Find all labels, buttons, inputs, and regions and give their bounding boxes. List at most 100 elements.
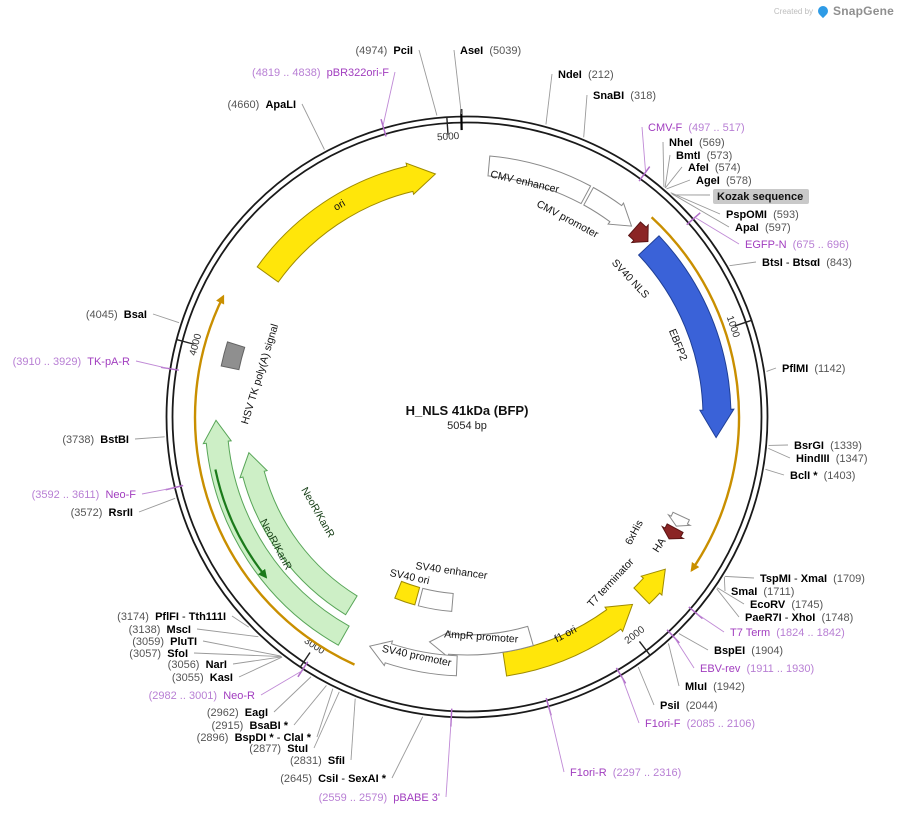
enzyme-label-mlui[interactable]: MluI (1942) [685,681,745,693]
enzyme-label-apai[interactable]: ApaI (597) [735,222,791,234]
leader-pflmi [766,367,777,372]
leader-stui [313,691,340,749]
enzyme-label-paer7i[interactable]: PaeR7I - XhoI (1748) [745,612,853,624]
leader-hindiii [768,447,791,459]
primer-label-pbr322ori-f[interactable]: (4819 .. 4838) pBR322ori-F [252,67,389,79]
feature-six-his[interactable] [667,511,692,527]
enzyme-label-bsabi[interactable]: (2915) BsaBI * [212,720,289,732]
feature-label-ebfp2[interactable]: EBFP2 [666,327,690,362]
leader-btsi [729,261,757,267]
enzyme-label-btsi[interactable]: BtsI - BtsαI (843) [762,257,852,269]
enzyme-label-asei[interactable]: AseI (5039) [460,45,521,57]
enzyme-label-stui[interactable]: (2877) StuI [249,743,308,755]
leader-bspdi [316,688,334,738]
plasmid-backbone [165,115,769,719]
primer-label-tk-pa-r[interactable]: (3910 .. 3929) TK-pA-R [13,356,130,368]
scale-tick-2000 [638,640,651,657]
enzyme-label-pspomi[interactable]: PspOMI (593) [726,209,799,221]
enzyme-label-bspei[interactable]: BspEI (1904) [714,645,783,657]
enzyme-label-smai[interactable]: SmaI (1711) [731,586,794,598]
enzyme-label-bsai[interactable]: (4045) BsaI [86,309,147,321]
feature-label-ori[interactable]: ori [331,197,347,213]
primer-label-cmv-f[interactable]: CMV-F (497 .. 517) [648,122,745,134]
feature-cmv-promoter[interactable] [583,186,633,227]
feature-label-six-his[interactable]: 6xHis [623,518,646,547]
enzyme-label-psii[interactable]: PsiI (2044) [660,700,718,712]
enzyme-label-snabi[interactable]: SnaBI (318) [593,90,656,102]
feature-orf-frame-left[interactable] [193,294,355,666]
feature-sv40-promoter[interactable] [368,640,458,677]
leader-snabi [583,94,588,138]
enzyme-label-agei[interactable]: AgeI (578) [696,175,752,187]
leader-nhei [662,141,665,187]
enzyme-label-ecorv[interactable]: EcoRV (1745) [750,599,823,611]
feature-label-t7-terminator[interactable]: T7 terminator [585,556,637,610]
primer-label-neo-r[interactable]: (2982 .. 3001) Neo-R [149,690,255,702]
enzyme-label-kasi[interactable]: (3055) KasI [172,672,233,684]
feature-neor-kanr-inner[interactable] [239,451,358,616]
feature-neor-translation[interactable] [214,469,268,579]
feature-label-ha-tag[interactable]: HA [650,536,668,555]
enzyme-label-sfii[interactable]: (2831) SfiI [290,755,345,767]
enzyme-label-bspdi[interactable]: (2896) BspDI * - ClaI * [197,732,312,744]
feature-label-sv40-nls[interactable]: SV40 NLS [609,257,651,301]
feature-label-ampr-promoter[interactable]: AmpR promoter [444,628,519,645]
enzyme-label-pcii[interactable]: (4974) PciI [356,45,414,57]
feature-label-neor-kanr-inner[interactable]: NeoR/KanR [298,485,337,540]
leader-bspei [678,633,709,651]
feature-cmv-enhancer[interactable] [487,155,592,205]
enzyme-label-sfoi[interactable]: (3057) SfoI [129,648,188,660]
feature-sv40-nls[interactable] [627,221,649,244]
enzyme-label-pflfi[interactable]: (3174) PflFI - Tth111I [117,611,226,623]
feature-hsv-tk-polya-signal[interactable] [220,341,246,371]
feature-ampr-promoter[interactable] [428,625,534,659]
primer-label-neo-f[interactable]: (3592 .. 3611) Neo-F [32,489,137,501]
primer-label-f1ori-r[interactable]: F1ori-R (2297 .. 2316) [570,767,681,779]
leader-pflfi [231,615,249,628]
leader-ebv-rev [674,637,695,669]
enzyme-label-bmti[interactable]: BmtI (573) [676,150,732,162]
primer-label-f1ori-f[interactable]: F1ori-F (2085 .. 2106) [645,718,755,730]
leader-eagi [273,676,312,713]
feature-orf-frame-right[interactable] [650,216,741,572]
enzyme-label-tspmi[interactable]: TspMI - XmaI (1709) [760,573,865,585]
enzyme-label-rsrii[interactable]: (3572) RsrII [71,507,133,519]
enzyme-label-ndei[interactable]: NdeI (212) [558,69,614,81]
leader-paer7i [716,588,740,618]
enzyme-label-pluti[interactable]: (3059) PluTI [132,636,197,648]
chip-label-kozak-sequence[interactable]: Kozak sequence [717,191,803,203]
enzyme-label-pflmi[interactable]: PflMI (1142) [782,363,845,375]
feature-label-hsv-tk-polya-signal[interactable]: HSV TK poly(A) signal [239,323,281,426]
enzyme-label-apali[interactable]: (4660) ApaLI [228,99,296,111]
enzyme-label-nhei[interactable]: NheI (569) [669,137,725,149]
feature-sv40-ori[interactable] [394,580,421,606]
feature-ori[interactable] [256,162,437,283]
feature-ha-tag[interactable] [661,523,686,540]
enzyme-label-afei[interactable]: AfeI (574) [688,162,741,174]
feature-f1-ori[interactable] [502,603,634,677]
leader-pbabe-3 [445,719,452,798]
enzyme-label-nari[interactable]: (3056) NarI [168,659,227,671]
feature-t7-terminator[interactable] [633,568,666,605]
feature-neor-kanr-outer[interactable] [202,419,350,646]
enzyme-label-csii[interactable]: (2645) CsiI - SexAI * [280,773,387,785]
primer-label-t7-term[interactable]: T7 Term (1824 .. 1842) [730,627,845,639]
feature-sv40-enhancer[interactable] [417,587,454,612]
chip-bg-kozak-sequence [713,189,809,204]
enzyme-label-bcli[interactable]: BclI * (1403) [790,470,855,482]
snapgene-brand-text: SnapGene [833,4,894,18]
enzyme-label-hindiii[interactable]: HindIII (1347) [796,453,868,465]
leader-bstbi [134,436,165,440]
primer-label-ebv-rev[interactable]: EBV-rev (1911 .. 1930) [700,663,814,675]
feature-ebfp2[interactable] [637,235,735,439]
primer-label-pbabe-3[interactable]: (2559 .. 2579) pBABE 3' [319,792,440,804]
leader-ndei [545,73,553,125]
enzyme-label-msci[interactable]: (3138) MscI [129,624,191,636]
primer-label-egfp-n[interactable]: EGFP-N (675 .. 696) [745,239,849,251]
enzyme-label-eagi[interactable]: (2962) EagI [207,707,268,719]
enzyme-label-bsrgi[interactable]: BsrGI (1339) [794,440,862,452]
enzyme-label-bstbi[interactable]: (3738) BstBI [62,434,129,446]
leader-nari [232,656,282,665]
